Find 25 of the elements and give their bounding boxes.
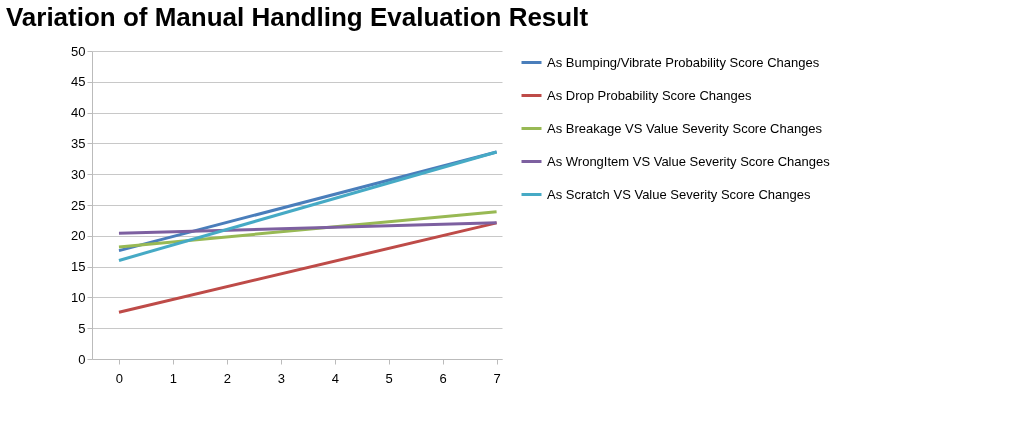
y-tick-label: 45 bbox=[71, 74, 86, 90]
y-tick-label: 20 bbox=[71, 228, 86, 244]
y-tick-label: 50 bbox=[71, 43, 86, 59]
y-tick-label: 0 bbox=[78, 351, 86, 367]
x-tick-label: 3 bbox=[277, 370, 285, 386]
legend-label: As WrongItem VS Value Severity Score Changes bbox=[547, 153, 831, 169]
y-tick-label: 15 bbox=[71, 259, 86, 275]
x-tick-label: 1 bbox=[169, 370, 178, 386]
x-tick-label: 5 bbox=[385, 370, 393, 386]
x-tick-label: 4 bbox=[331, 370, 339, 386]
y-tick-label: 30 bbox=[71, 166, 86, 182]
chart-title: Variation of Manual Handling Evaluation Result bbox=[5, 2, 589, 32]
legend-label: As Breakage VS Value Severity Score Changes bbox=[547, 120, 823, 136]
y-tick-label: 25 bbox=[71, 197, 86, 213]
x-tick-label: 6 bbox=[439, 370, 447, 386]
y-tick-label: 5 bbox=[78, 320, 86, 336]
x-tick-label: 0 bbox=[115, 370, 124, 386]
y-tick-label: 10 bbox=[71, 289, 86, 305]
legend-label: As Bumping/Vibrate Probability Score Changes bbox=[547, 54, 820, 70]
legend-label: As Scratch VS Value Severity Score Changes bbox=[547, 186, 811, 202]
legend-label: As Drop Probability Score Changes bbox=[547, 87, 752, 103]
x-tick-label: 2 bbox=[223, 370, 231, 386]
y-tick-label: 40 bbox=[71, 105, 86, 121]
y-tick-label: 35 bbox=[71, 135, 86, 151]
x-tick-label: 7 bbox=[493, 370, 501, 386]
